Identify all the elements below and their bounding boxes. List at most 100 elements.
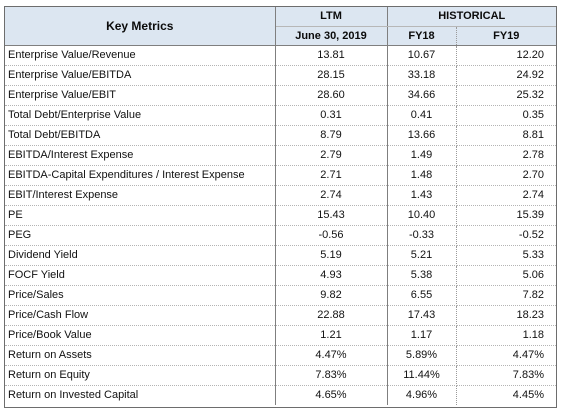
table-row: Return on Equity 7.83% 11.44% 7.83% [5,365,556,386]
table-row: Price/Book Value 1.21 1.17 1.18 [5,325,556,346]
fy18-value: 5.38 [387,265,457,286]
metric-label: Price/Book Value [5,325,276,346]
fy18-value: 17.43 [387,305,457,326]
fy18-value: 34.66 [387,85,457,106]
metric-label: Enterprise Value/EBIT [5,85,276,106]
fy19-header: FY19 [456,26,556,46]
fy19-value: 4.47% [456,345,556,366]
table-row: EBIT/Interest Expense 2.74 1.43 2.74 [5,185,556,206]
ltm-value: 15.43 [275,205,388,226]
fy18-value: 1.48 [387,165,457,186]
ltm-value: 8.79 [275,125,388,146]
table-row: Total Debt/Enterprise Value 0.31 0.41 0.35 [5,105,556,126]
ltm-value: 2.74 [275,185,388,206]
fy19-value: 2.70 [456,165,556,186]
fy18-value: 1.49 [387,145,457,166]
fy19-value: 7.83% [456,365,556,386]
fy18-value: 0.41 [387,105,457,126]
metric-label: Price/Sales [5,285,276,306]
fy19-value: 2.74 [456,185,556,206]
metric-label: EBITDA-Capital Expenditures / Interest E… [5,165,276,186]
fy19-value: -0.52 [456,225,556,246]
metric-label: EBIT/Interest Expense [5,185,276,206]
fy19-value: 2.78 [456,145,556,166]
fy18-value: 11.44% [387,365,457,386]
table-header: Key Metrics LTM HISTORICAL June 30, 2019… [5,7,556,46]
ltm-header: LTM [275,7,388,27]
ltm-value: 22.88 [275,305,388,326]
metric-label: PEG [5,225,276,246]
table-row: Total Debt/EBITDA 8.79 13.66 8.81 [5,125,556,146]
fy19-value: 0.35 [456,105,556,126]
fy18-value: 10.40 [387,205,457,226]
fy19-value: 12.20 [456,45,556,66]
metric-label: Return on Invested Capital [5,385,276,405]
ltm-date-header: June 30, 2019 [275,26,388,46]
metric-label: Price/Cash Flow [5,305,276,326]
table-row: PE 15.43 10.40 15.39 [5,205,556,226]
fy18-value: 6.55 [387,285,457,306]
ltm-value: 7.83% [275,365,388,386]
key-metrics-table: Key Metrics LTM HISTORICAL June 30, 2019… [5,7,556,405]
table-body: Enterprise Value/Revenue 13.81 10.67 12.20 E… [5,45,556,405]
fy18-value: 10.67 [387,45,457,66]
table-row: Enterprise Value/Revenue 13.81 10.67 12.20 [5,45,556,66]
ltm-value: 13.81 [275,45,388,66]
metric-label: EBITDA/Interest Expense [5,145,276,166]
fy19-value: 5.06 [456,265,556,286]
table-row: PEG -0.56 -0.33 -0.52 [5,225,556,246]
fy18-header: FY18 [387,26,457,46]
metric-label: Dividend Yield [5,245,276,266]
fy18-value: 5.89% [387,345,457,366]
table-row: Price/Cash Flow 22.88 17.43 18.23 [5,305,556,326]
ltm-value: 5.19 [275,245,388,266]
ltm-value: 2.79 [275,145,388,166]
fy18-value: 13.66 [387,125,457,146]
fy19-value: 1.18 [456,325,556,346]
ltm-value: -0.56 [275,225,388,246]
fy18-value: -0.33 [387,225,457,246]
ltm-value: 4.47% [275,345,388,366]
table-row: Dividend Yield 5.19 5.21 5.33 [5,245,556,266]
metric-label: Enterprise Value/Revenue [5,45,276,66]
table-row: Price/Sales 9.82 6.55 7.82 [5,285,556,306]
historical-header: HISTORICAL [387,7,556,27]
table-row: Enterprise Value/EBITDA 28.15 33.18 24.92 [5,65,556,86]
fy18-value: 4.96% [387,385,457,405]
fy18-value: 33.18 [387,65,457,86]
metric-label: Total Debt/EBITDA [5,125,276,146]
table-row: EBITDA-Capital Expenditures / Interest E… [5,165,556,186]
fy19-value: 5.33 [456,245,556,266]
ltm-value: 0.31 [275,105,388,126]
table-row: Enterprise Value/EBIT 28.60 34.66 25.32 [5,85,556,106]
fy19-value: 25.32 [456,85,556,106]
ltm-value: 28.15 [275,65,388,86]
ltm-value: 4.93 [275,265,388,286]
metric-label: Total Debt/Enterprise Value [5,105,276,126]
table-row: FOCF Yield 4.93 5.38 5.06 [5,265,556,286]
key-metrics-header: Key Metrics [5,7,276,46]
ltm-value: 1.21 [275,325,388,346]
ltm-value: 2.71 [275,165,388,186]
ltm-value: 9.82 [275,285,388,306]
ltm-value: 4.65% [275,385,388,405]
table-row: Return on Invested Capital 4.65% 4.96% 4.45… [5,385,556,405]
key-metrics-table-frame: Key Metrics LTM HISTORICAL June 30, 2019… [4,6,557,408]
metric-label: Return on Assets [5,345,276,366]
ltm-value: 28.60 [275,85,388,106]
fy19-value: 4.45% [512,389,544,402]
fy19-value: 8.81 [456,125,556,146]
fy18-value: 5.21 [387,245,457,266]
metric-label: Return on Equity [5,365,276,386]
fy18-value: 1.17 [387,325,457,346]
fy19-value: 7.82 [456,285,556,306]
metric-label: Enterprise Value/EBITDA [5,65,276,86]
fy18-value: 1.43 [387,185,457,206]
metric-label: PE [5,205,276,226]
fy19-value: 24.92 [456,65,556,86]
fy19-value: 15.39 [456,205,556,226]
table-row: EBITDA/Interest Expense 2.79 1.49 2.78 [5,145,556,166]
fy19-value: 18.23 [456,305,556,326]
table-row: Return on Assets 4.47% 5.89% 4.47% [5,345,556,366]
metric-label: FOCF Yield [5,265,276,286]
